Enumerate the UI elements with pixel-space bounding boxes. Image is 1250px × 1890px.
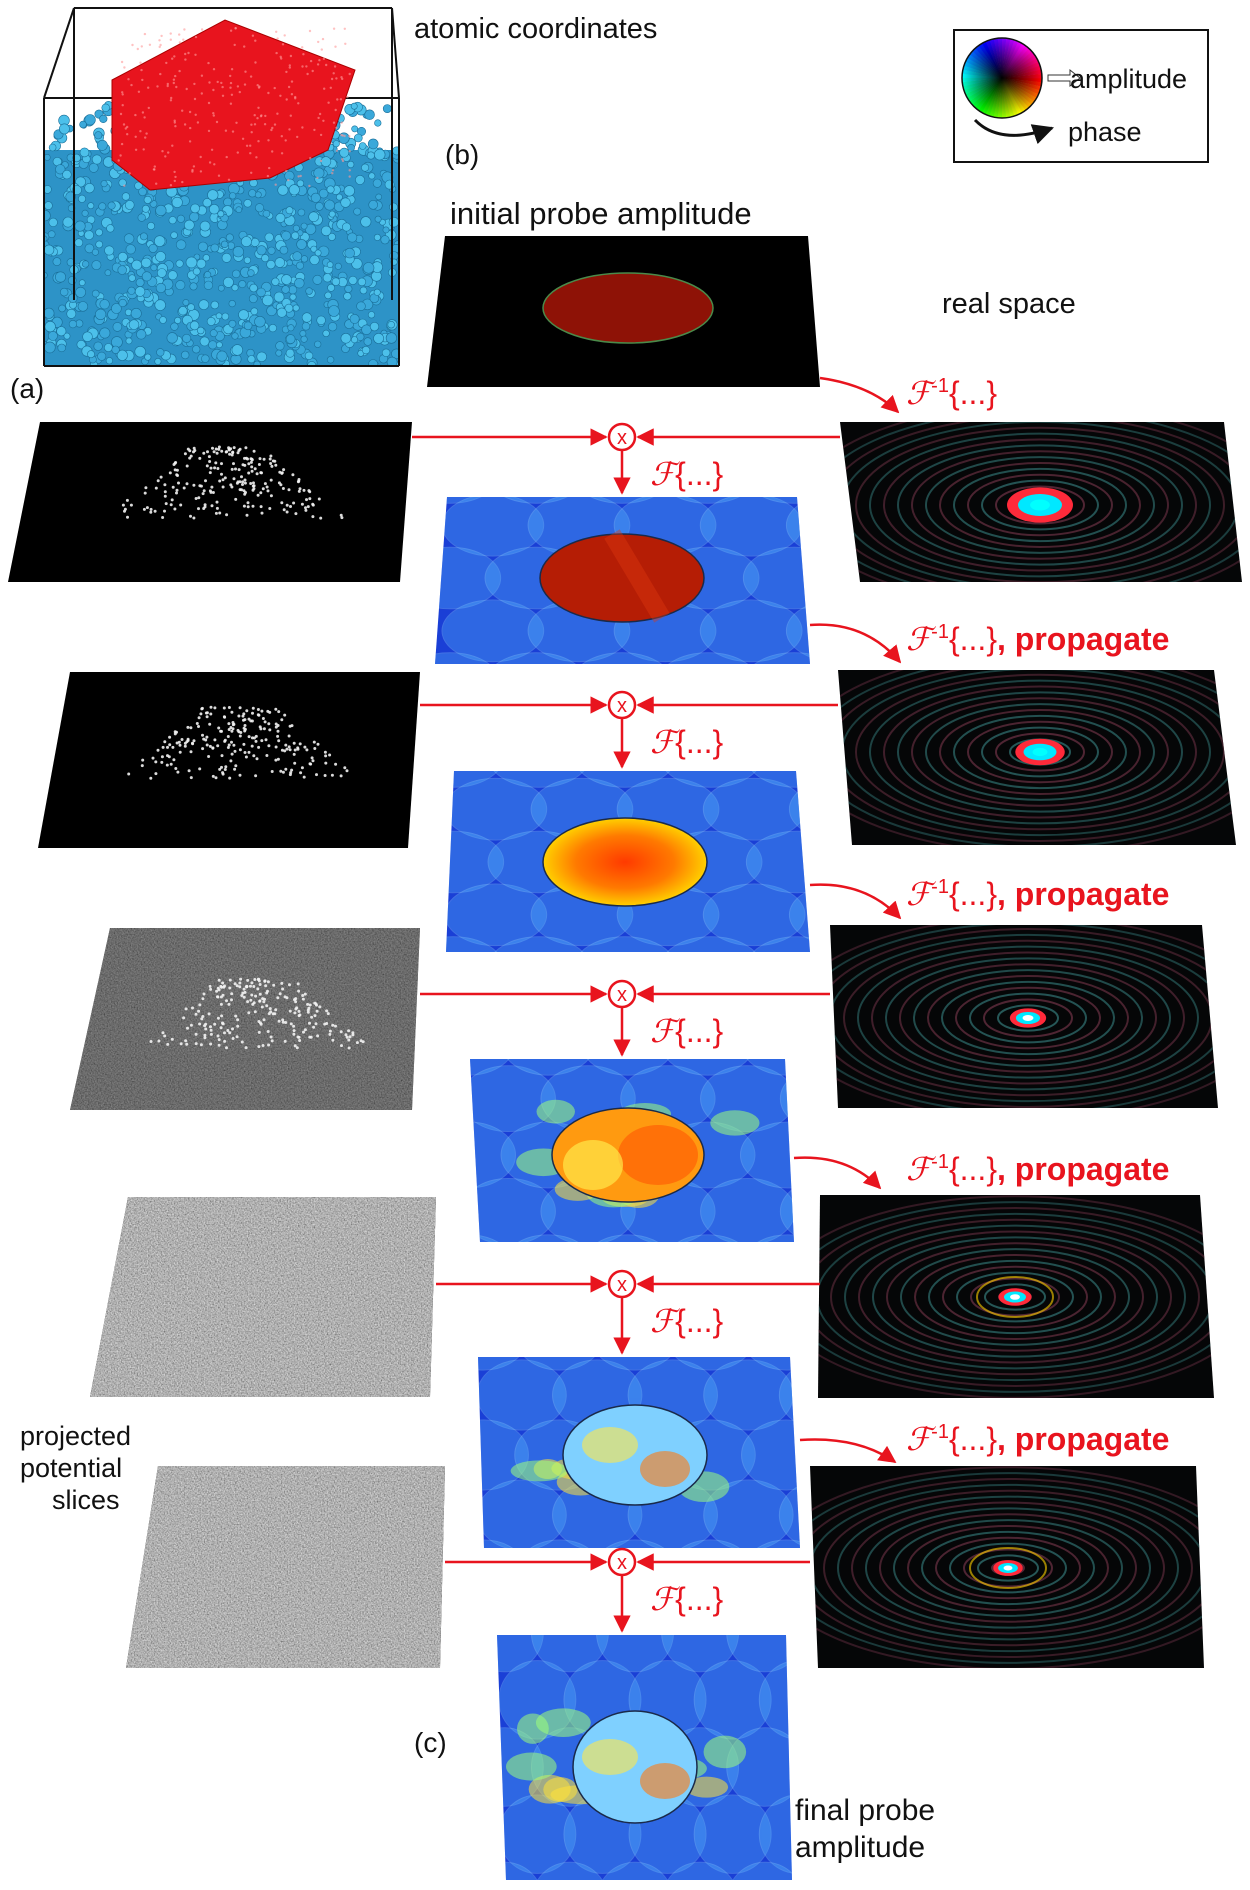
inverse-fourier-propagate-label: ℱ-1{...}, propagate [906, 620, 1169, 658]
potential-slice [90, 1197, 436, 1397]
realspace-probes [810, 422, 1242, 1668]
inverse-fourier-propagate-label: ℱ-1{...}, propagate [906, 1150, 1169, 1188]
reciprocal-probes [435, 497, 810, 1880]
substrate-atoms [44, 98, 399, 366]
potential-slice [126, 1466, 445, 1668]
projected-label-3: slices [52, 1485, 120, 1515]
fourier-label: ℱ{...} [650, 1580, 724, 1618]
inverse-fourier-propagate-label: ℱ-1{...}, propagate [906, 1420, 1169, 1458]
inverse-fourier-arrow [809, 623, 902, 664]
svg-text:x: x [617, 1274, 627, 1296]
multiply-node: x [607, 979, 637, 1009]
inverse-fourier-arrow [809, 883, 902, 920]
multiply-node: x [607, 1547, 637, 1577]
realspace-probe [840, 422, 1242, 582]
realspace-probe [818, 1195, 1214, 1398]
multiply-node: x [607, 422, 637, 452]
inverse-fourier-arrow [799, 1438, 897, 1464]
final-probe-label-2: amplitude [795, 1831, 925, 1864]
reciprocal-probe [435, 497, 810, 664]
potential-slices [8, 422, 445, 1668]
projected-label-1: projected [20, 1421, 131, 1451]
panel-a-label: (a) [10, 373, 44, 404]
fourier-label: ℱ{...} [650, 723, 724, 761]
multiply-node: x [607, 690, 637, 720]
projected-label-2: potential [20, 1453, 122, 1483]
atomic-coordinates-label: atomic coordinates [414, 13, 657, 45]
realspace-probe [810, 1466, 1204, 1668]
panel-c-label: (c) [414, 1727, 447, 1758]
initial-probe-panel [427, 236, 820, 387]
fourier-label: ℱ{...} [650, 1012, 724, 1050]
svg-text:x: x [617, 984, 627, 1006]
panel-b-label: (b) [445, 139, 479, 170]
legend-amplitude-label: amplitude [1070, 64, 1187, 94]
inverse-fourier-arrow [793, 1156, 882, 1190]
phase-amplitude-legend: amplitude phase [953, 29, 1209, 163]
realspace-probe [830, 925, 1218, 1108]
inverse-fourier-label: ℱ-1{...} [906, 374, 997, 412]
multiply-node: x [607, 1269, 637, 1299]
crystal-atoms [117, 27, 351, 188]
flow-arrows: x x x x x [412, 376, 902, 1633]
crystal-particle [111, 19, 356, 191]
potential-slice [38, 672, 420, 848]
inverse-fourier-propagate-label: ℱ-1{...}, propagate [906, 875, 1169, 913]
initial-to-realspace-arrow [819, 376, 900, 414]
reciprocal-probe [470, 1059, 794, 1242]
color-wheel-icon [961, 37, 1043, 119]
real-space-label: real space [942, 288, 1076, 320]
potential-slice [8, 422, 412, 582]
reciprocal-probe [446, 771, 810, 952]
final-probe-label-1: final probe [795, 1794, 935, 1827]
fourier-label: ℱ{...} [650, 1302, 724, 1340]
realspace-probe [838, 670, 1236, 845]
svg-text:x: x [617, 427, 627, 449]
legend-phase-label: phase [1068, 117, 1142, 147]
svg-text:x: x [617, 1552, 627, 1574]
fourier-label: ℱ{...} [650, 455, 724, 493]
phase-arrow-icon [973, 118, 1054, 145]
atomic-coordinates-figure [43, 7, 400, 367]
svg-text:x: x [617, 695, 627, 717]
reciprocal-probe [478, 1357, 800, 1548]
potential-slice [70, 928, 420, 1110]
reciprocal-probe [497, 1635, 792, 1880]
initial-probe-label: initial probe amplitude [450, 196, 752, 231]
operator-labels: ℱ{...} ℱ{...} ℱ{...} ℱ{...} ℱ{...} ℱ-1{...} ℱ-… [650, 374, 1169, 1618]
